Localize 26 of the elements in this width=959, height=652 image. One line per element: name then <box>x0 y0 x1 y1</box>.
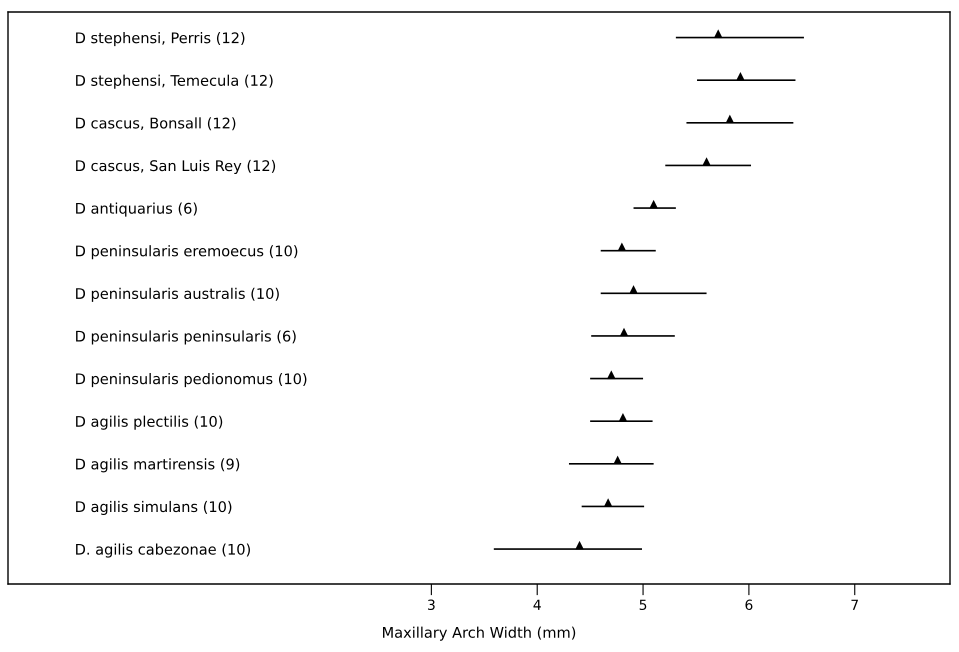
y-tick-label: D peninsularis peninsularis (6) <box>76 330 296 345</box>
x-tick-label: 7 <box>851 600 858 610</box>
y-tick-label: D peninsularis australis (10) <box>76 288 279 302</box>
x-tick-label: 4 <box>533 600 541 610</box>
point <box>604 498 613 507</box>
y-tick-label: D stephensi, Perris (12) <box>76 32 244 46</box>
y-tick-label: D stephensi, Temecula (12) <box>76 74 273 89</box>
x-tick-label: 5 <box>640 600 646 610</box>
point <box>649 200 658 209</box>
y-tick-label: D agilis martirensis (9) <box>76 458 240 472</box>
y-tick-label: D peninsularis eremoecus (10) <box>76 245 298 260</box>
x-axis-title: Maxillary Arch Width (mm) <box>383 626 576 641</box>
y-tick-label: D antiquarius (6) <box>76 202 197 217</box>
point <box>606 370 616 380</box>
y-tick-label: D peninsularis pedionomus (10) <box>76 373 306 388</box>
y-tick-label: D agilis simulans (10) <box>76 500 232 515</box>
x-tick-label: 6 <box>745 600 752 610</box>
point <box>702 157 711 166</box>
point <box>714 29 723 38</box>
point <box>620 328 628 336</box>
point <box>575 540 584 550</box>
y-tick-label: D. agilis cabezonae (10) <box>76 544 250 558</box>
y-tick-label: D agilis plectilis (10) <box>76 416 222 430</box>
y-tick-label: D cascus, San Luis Rey (12) <box>76 160 276 174</box>
x-tick-label: 3 <box>428 600 435 610</box>
y-tick-label: D cascus, Bonsall (12) <box>76 117 236 130</box>
